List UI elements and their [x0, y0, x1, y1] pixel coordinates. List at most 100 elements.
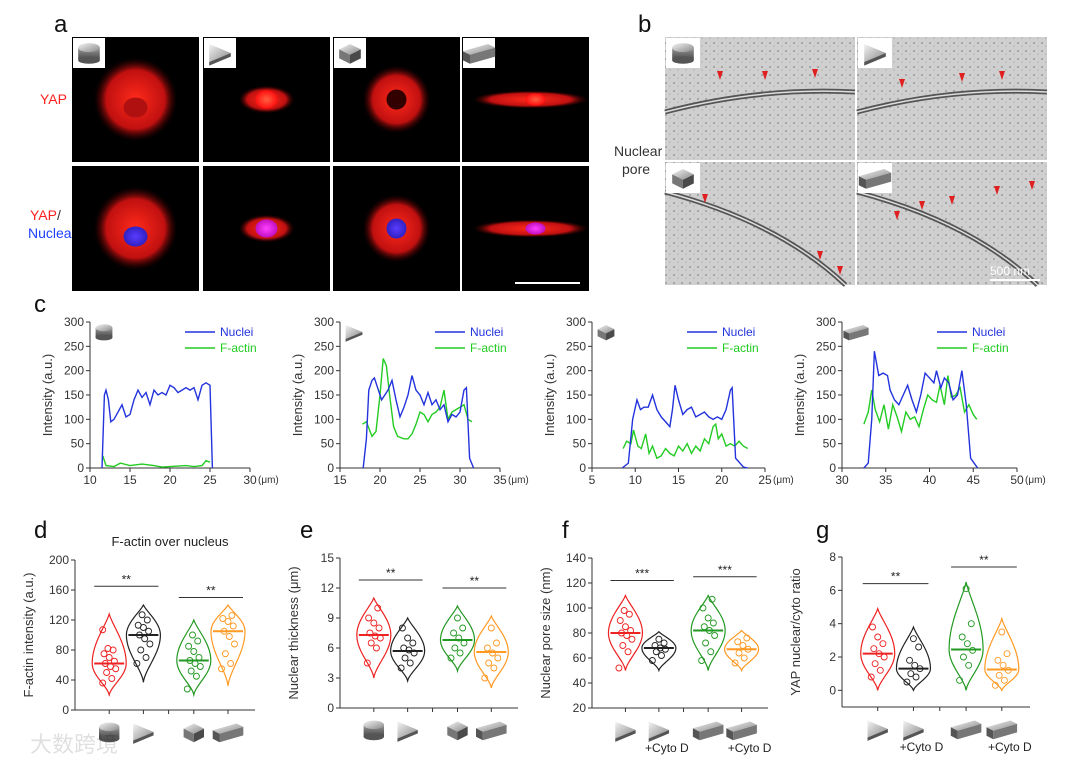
nuclear-envelope-gap — [664, 191, 847, 286]
cylinder-shape-icon — [672, 43, 694, 64]
nucleus — [255, 219, 278, 238]
y-axis-label: Intensity (a.u.) — [792, 354, 807, 436]
data-point — [1000, 676, 1008, 684]
data-point — [708, 595, 716, 603]
box-side — [957, 723, 982, 740]
row-label-nuclear: Nuclear — [28, 225, 77, 241]
triangle-side — [864, 53, 886, 66]
box-side — [993, 723, 1018, 740]
violin-group — [473, 614, 509, 689]
nuclear-pore-arrow — [994, 186, 1000, 195]
nuclear-pore-arrow — [717, 71, 723, 80]
y-tick-label: 200 — [816, 364, 836, 378]
row-label-yap: YAP — [40, 91, 67, 107]
chart-g: 0 2 4 6 8 YAP nuclear/cyto ratio +Cyto D +Cyto … — [788, 550, 1032, 754]
y-axis-label: Intensity (a.u.) — [290, 354, 305, 436]
data-point — [999, 661, 1007, 669]
y-tick-label: 60 — [573, 651, 587, 665]
data-point — [661, 645, 669, 653]
violin-outline — [210, 603, 246, 687]
box-end — [950, 727, 958, 740]
rectangle-shape-icon — [692, 721, 724, 741]
data-point — [137, 646, 145, 654]
box-side — [866, 172, 892, 189]
row-label-yap2: YAP — [30, 207, 57, 223]
legend-label: Nuclei — [470, 325, 503, 339]
panel-label-b: b — [638, 11, 651, 38]
y-tick-label: 200 — [314, 364, 334, 378]
box-top — [462, 44, 496, 55]
panel-b-em-images — [664, 37, 1048, 287]
y-tick-label: 100 — [64, 412, 84, 426]
triangle-shape-icon — [209, 44, 231, 66]
data-point — [998, 628, 1006, 636]
triangle-top — [648, 721, 670, 739]
box-side — [849, 327, 869, 341]
nucleus — [386, 218, 407, 239]
violin-group — [356, 596, 392, 679]
panel-label-g: g — [816, 517, 829, 544]
triangle-shape-icon — [615, 721, 636, 742]
data-point — [143, 616, 151, 624]
rectangle-shape-icon — [986, 720, 1018, 740]
nuclear-pore-arrow — [919, 201, 925, 210]
rectangle-shape-icon — [212, 723, 244, 743]
y-tick-label: 150 — [566, 388, 586, 402]
triangle-top — [209, 44, 231, 62]
chart-c-rectangle: 0 50 100 150 200 250 300 Intensity (a.u.) 30 35 40… — [792, 315, 1046, 487]
data-point — [409, 639, 417, 647]
violin-group — [895, 625, 932, 692]
data-point — [138, 611, 146, 619]
data-point — [189, 631, 196, 639]
data-point — [142, 654, 150, 661]
rectangle-shape-icon — [858, 169, 892, 189]
box-end — [858, 176, 866, 189]
x-tick-label: 20 — [163, 473, 177, 487]
panel-label-e: e — [300, 517, 313, 544]
triangle-top — [903, 720, 924, 738]
data-point — [1003, 650, 1011, 658]
violin-outline — [641, 630, 677, 673]
data-point — [487, 624, 495, 632]
data-point — [660, 639, 668, 647]
y-axis-label: Nuclear pore size (nm) — [538, 567, 553, 699]
violin-group — [690, 594, 726, 671]
y-tick-label: 250 — [64, 339, 84, 353]
data-point — [401, 654, 409, 662]
box-side — [733, 724, 757, 741]
panel-label-c: c — [34, 291, 46, 318]
y-tick-label: 2 — [829, 650, 836, 664]
chart-e: 0 3 6 9 12 15 Nuclear thickness (μm) ** ** — [286, 551, 518, 742]
y-tick-label: 12 — [321, 581, 335, 595]
legend-label: Nuclei — [220, 325, 253, 339]
data-point — [447, 654, 455, 662]
data-point — [965, 661, 973, 669]
data-point — [624, 648, 632, 656]
y-tick-label: 100 — [566, 601, 586, 615]
data-point — [363, 659, 371, 667]
violin-group — [210, 603, 246, 687]
data-point — [99, 679, 107, 687]
y-axis-label: F-actin intensity (a.u.) — [21, 573, 36, 698]
nuclear-pore-arrow — [949, 196, 955, 205]
triangle-top — [867, 720, 888, 738]
y-tick-label: 0 — [327, 701, 334, 715]
square-shape-icon — [183, 723, 204, 743]
series-line-nuclei — [621, 385, 748, 469]
y-tick-label: 40 — [573, 676, 587, 690]
data-point — [960, 653, 967, 661]
y-tick-label: 80 — [56, 643, 70, 657]
data-point — [99, 626, 107, 634]
data-point — [494, 654, 502, 662]
y-tick-label: 20 — [573, 701, 587, 715]
violin-outline — [984, 616, 1020, 692]
data-point — [699, 604, 707, 612]
nucleus — [525, 93, 546, 106]
x-tick-label: 45 — [967, 473, 981, 487]
violin-group — [641, 630, 677, 673]
box-top — [843, 325, 869, 334]
data-point — [367, 639, 375, 647]
legend-label: F-actin — [220, 341, 257, 355]
data-point — [956, 676, 964, 684]
data-point — [365, 614, 373, 622]
